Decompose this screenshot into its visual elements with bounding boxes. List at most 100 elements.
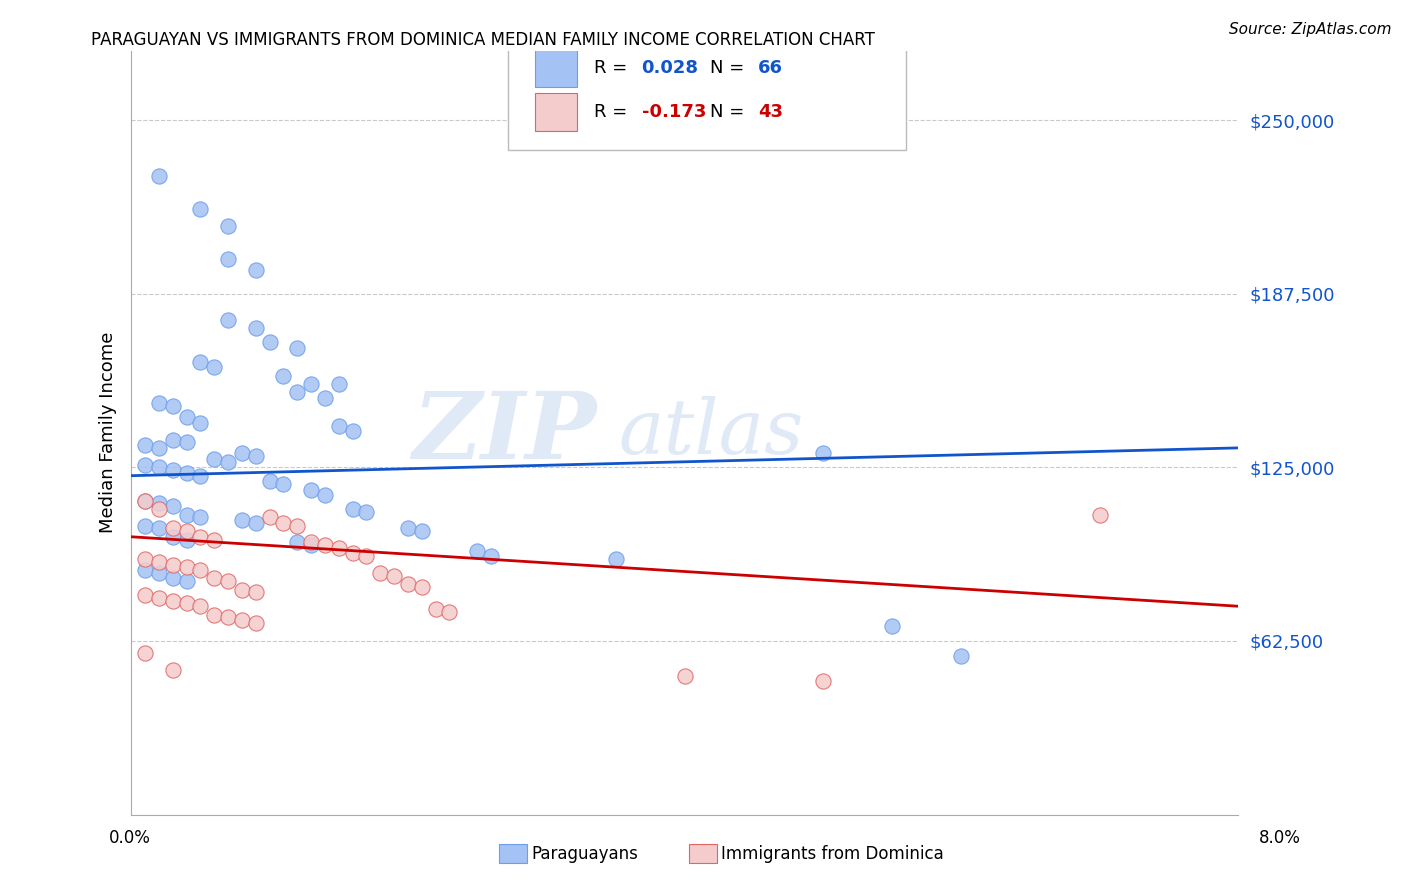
Point — [425, 602, 447, 616]
Point — [148, 521, 170, 535]
Point — [811, 674, 834, 689]
Point — [176, 597, 198, 611]
Point — [176, 524, 198, 539]
Y-axis label: Median Family Income: Median Family Income — [100, 332, 117, 533]
FancyBboxPatch shape — [508, 28, 905, 150]
Text: 66: 66 — [758, 59, 783, 78]
Text: 8.0%: 8.0% — [1258, 829, 1301, 847]
Point — [176, 435, 198, 450]
Point — [190, 510, 212, 524]
Point — [882, 618, 904, 632]
Point — [245, 321, 267, 335]
Point — [134, 563, 156, 577]
Point — [134, 588, 156, 602]
Point — [148, 566, 170, 580]
Point — [162, 399, 184, 413]
Point — [285, 518, 308, 533]
Point — [202, 571, 225, 585]
Point — [202, 452, 225, 467]
Point — [259, 474, 281, 488]
Text: Paraguayans: Paraguayans — [531, 845, 638, 863]
Point — [148, 396, 170, 410]
Point — [342, 502, 364, 516]
Point — [259, 335, 281, 350]
Point — [162, 463, 184, 477]
Point — [148, 502, 170, 516]
Point — [217, 455, 239, 469]
Point — [217, 610, 239, 624]
Point — [299, 483, 322, 497]
Point — [411, 524, 433, 539]
Point — [314, 488, 336, 502]
Point — [217, 219, 239, 233]
Point — [148, 591, 170, 605]
Point — [176, 560, 198, 574]
Point — [605, 552, 627, 566]
Point — [285, 385, 308, 400]
Point — [162, 558, 184, 572]
Point — [245, 516, 267, 530]
Point — [299, 538, 322, 552]
Text: PARAGUAYAN VS IMMIGRANTS FROM DOMINICA MEDIAN FAMILY INCOME CORRELATION CHART: PARAGUAYAN VS IMMIGRANTS FROM DOMINICA M… — [91, 31, 876, 49]
Point — [245, 615, 267, 630]
Point — [342, 424, 364, 438]
Point — [231, 613, 253, 627]
Point — [202, 533, 225, 547]
Point — [314, 538, 336, 552]
Point — [439, 605, 461, 619]
Point — [176, 533, 198, 547]
Point — [176, 410, 198, 425]
Point — [190, 599, 212, 614]
Point — [190, 355, 212, 369]
Text: 0.0%: 0.0% — [108, 829, 150, 847]
Text: 0.028: 0.028 — [641, 59, 699, 78]
Point — [673, 668, 696, 682]
Point — [162, 433, 184, 447]
Point — [190, 468, 212, 483]
Point — [245, 263, 267, 277]
Point — [465, 543, 488, 558]
Point — [245, 585, 267, 599]
Point — [217, 252, 239, 266]
Point — [299, 377, 322, 392]
Point — [148, 460, 170, 475]
Point — [190, 563, 212, 577]
Point — [368, 566, 391, 580]
Point — [356, 505, 378, 519]
Point — [134, 458, 156, 472]
Point — [1088, 508, 1111, 522]
Point — [162, 530, 184, 544]
Point — [231, 582, 253, 597]
Point — [217, 574, 239, 589]
Point — [342, 546, 364, 560]
FancyBboxPatch shape — [536, 49, 578, 87]
Text: ZIP: ZIP — [412, 388, 596, 477]
Point — [162, 500, 184, 514]
Point — [231, 513, 253, 527]
Point — [148, 555, 170, 569]
Point — [950, 649, 973, 664]
Point — [273, 516, 295, 530]
Text: atlas: atlas — [619, 396, 804, 469]
Point — [148, 496, 170, 510]
Point — [217, 313, 239, 327]
Point — [202, 360, 225, 375]
Point — [285, 341, 308, 355]
Point — [479, 549, 502, 564]
Text: -0.173: -0.173 — [641, 103, 706, 120]
Point — [176, 466, 198, 480]
Point — [273, 477, 295, 491]
Point — [148, 441, 170, 455]
Point — [259, 510, 281, 524]
Point — [176, 508, 198, 522]
Text: R =: R = — [593, 59, 633, 78]
Point — [162, 593, 184, 607]
Point — [134, 438, 156, 452]
Text: N =: N = — [710, 103, 751, 120]
Text: 43: 43 — [758, 103, 783, 120]
Text: N =: N = — [710, 59, 751, 78]
Point — [382, 568, 405, 582]
Point — [190, 416, 212, 430]
Point — [285, 535, 308, 549]
Point — [134, 647, 156, 661]
